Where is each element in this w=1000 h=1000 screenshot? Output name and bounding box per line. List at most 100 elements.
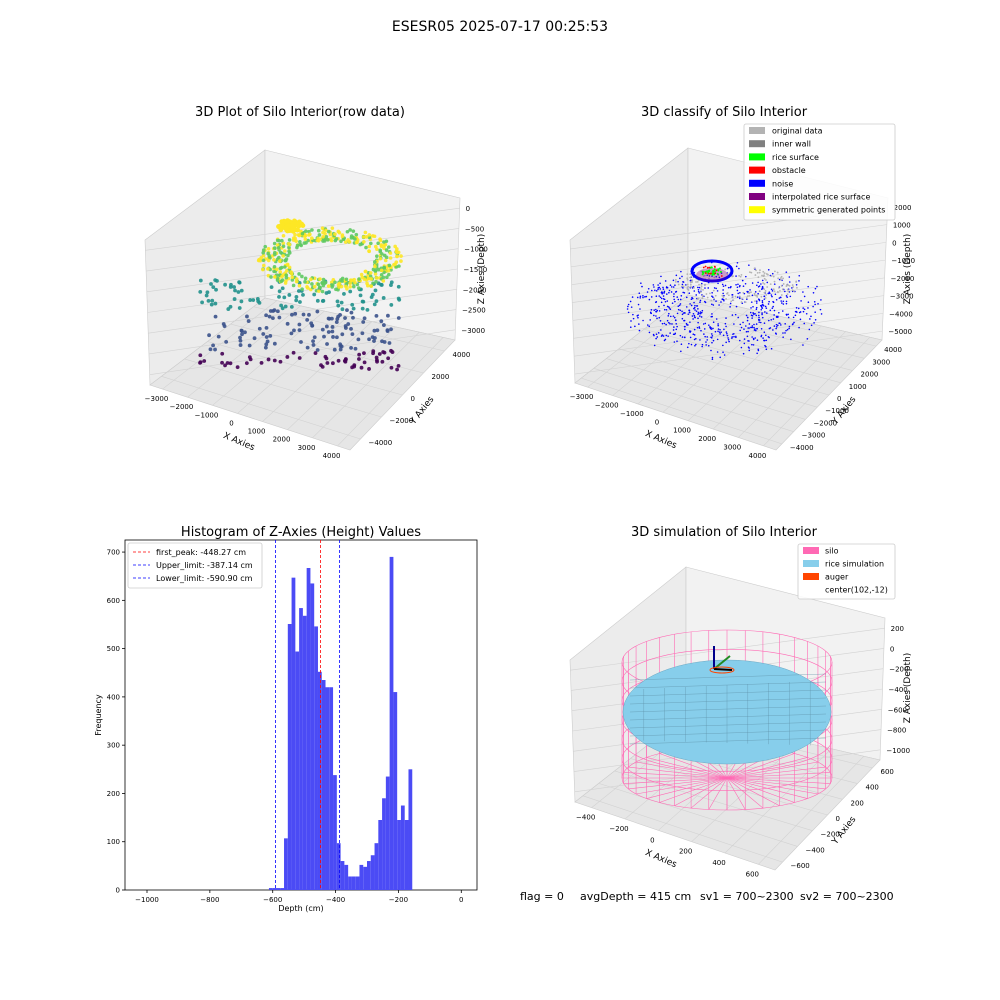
histogram-bar: [370, 855, 375, 890]
data-point: [649, 311, 652, 314]
data-point: [779, 322, 781, 325]
grid-line-y: [582, 795, 783, 863]
data-point: [814, 303, 816, 306]
data-point: [711, 295, 713, 298]
data-point: [275, 238, 280, 243]
data-point: [244, 361, 249, 366]
data-point: [751, 317, 753, 319]
silo-floor-spoke: [708, 777, 728, 810]
data-point: [686, 287, 689, 290]
data-point: [277, 223, 283, 229]
data-point: [762, 304, 765, 307]
data-point: [748, 294, 751, 297]
data-point: [297, 272, 301, 276]
data-point: [769, 283, 772, 286]
silo-floor-spoke: [623, 772, 728, 779]
data-point: [700, 311, 703, 314]
legend-swatch: [749, 153, 765, 161]
data-point: [673, 341, 676, 343]
data-point: [367, 367, 371, 371]
data-point: [283, 304, 288, 309]
data-point: [661, 322, 664, 325]
grid-line-y: [618, 348, 818, 408]
data-point: [809, 318, 811, 320]
data-point: [360, 331, 365, 336]
data-point: [642, 296, 644, 299]
data-point: [675, 328, 678, 331]
data-point: [733, 332, 735, 335]
data-point: [674, 284, 676, 287]
data-point: [631, 296, 634, 298]
data-point: [683, 319, 685, 322]
data-point: [785, 302, 788, 305]
data-point: [719, 356, 722, 359]
data-point: [810, 324, 813, 327]
data-point: [712, 289, 715, 292]
data-point: [650, 309, 653, 311]
data-point: [672, 315, 675, 317]
data-point: [702, 266, 705, 269]
data-point: [710, 328, 713, 330]
panel-classify: 3D classify of Silo Interior −3000−2000−…: [569, 105, 915, 460]
data-point: [753, 267, 756, 270]
y-tick-label: 600: [107, 597, 120, 605]
data-point: [298, 240, 302, 244]
grid-line-y: [184, 358, 382, 418]
data-point: [350, 365, 355, 370]
grid-line-z: [574, 330, 883, 375]
data-point: [799, 318, 802, 321]
data-point: [270, 316, 275, 321]
data-point: [690, 275, 693, 278]
data-point: [755, 323, 758, 325]
data-point: [277, 294, 281, 299]
data-point: [782, 303, 785, 305]
data-point: [293, 232, 297, 237]
data-point: [272, 241, 277, 246]
data-point: [757, 348, 760, 351]
data-point: [681, 310, 683, 313]
data-point: [291, 283, 296, 288]
data-point: [278, 270, 283, 274]
data-point: [264, 325, 269, 330]
z-tick-label: −3000: [890, 293, 914, 301]
grid-line-z: [146, 248, 459, 293]
data-point: [748, 271, 751, 274]
data-point: [776, 290, 779, 293]
y-tick-label: −4000: [790, 444, 814, 452]
data-point: [672, 279, 675, 282]
data-point: [330, 226, 335, 230]
data-point: [248, 298, 253, 302]
data-point: [344, 277, 349, 282]
histogram-bar: [272, 888, 277, 890]
data-point: [344, 284, 348, 289]
data-point: [261, 248, 266, 252]
data-point: [718, 331, 721, 333]
data-point: [748, 347, 750, 349]
data-point: [658, 310, 661, 312]
data-point: [695, 337, 697, 340]
data-point: [750, 301, 753, 303]
data-point: [365, 308, 370, 312]
data-point: [688, 292, 691, 295]
panel1-z-ticks: −3000 −2500 −2000 −1500 −1000 −500 0: [461, 205, 488, 335]
data-point: [297, 328, 302, 333]
data-point: [742, 285, 745, 287]
data-point: [712, 339, 715, 342]
data-point: [770, 275, 773, 277]
data-point: [263, 244, 268, 249]
data-point: [216, 334, 221, 339]
data-point: [740, 298, 743, 300]
data-point: [722, 285, 725, 287]
rice-mesh-line: [629, 673, 827, 681]
histogram-bar: [302, 615, 307, 890]
data-point: [772, 318, 775, 320]
data-point: [761, 301, 764, 304]
y-tick-label: −3000: [802, 432, 826, 440]
data-point: [682, 287, 684, 289]
panel3-ylabel: Frequency: [94, 694, 103, 736]
data-point: [294, 239, 298, 243]
panel4-z-ticks: −1000 −800 −600 −400 −200 0 200: [886, 625, 910, 755]
data-point: [778, 297, 781, 299]
data-point: [272, 246, 277, 250]
data-point: [673, 316, 676, 319]
